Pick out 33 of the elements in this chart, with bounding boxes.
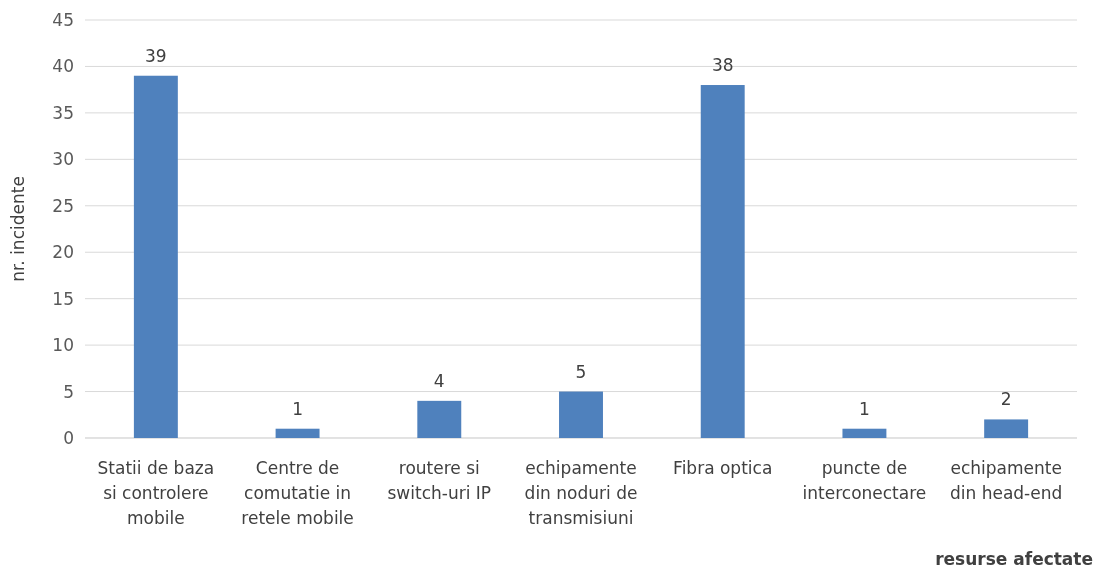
bar bbox=[842, 428, 887, 438]
y-tick-label: 30 bbox=[52, 149, 74, 170]
x-tick-label: Statii de baza si controlere mobile bbox=[97, 458, 215, 528]
y-tick-label: 25 bbox=[52, 195, 74, 216]
bar bbox=[984, 419, 1029, 438]
y-tick-label: 35 bbox=[52, 102, 74, 123]
bar bbox=[559, 391, 603, 438]
data-label: 1 bbox=[859, 398, 870, 419]
x-tick-label: Fibra optica bbox=[673, 458, 773, 478]
y-tick-label: 20 bbox=[52, 242, 74, 263]
x-axis-title: resurse afectate bbox=[935, 549, 1093, 569]
bar bbox=[133, 75, 178, 438]
data-label: 39 bbox=[145, 45, 167, 66]
y-tick-label: 0 bbox=[63, 427, 74, 448]
y-tick-label: 45 bbox=[52, 9, 74, 30]
x-tick-label: Centre de comutatie in retele mobile bbox=[241, 458, 354, 528]
x-tick-label: echipamente din noduri de transmisiuni bbox=[524, 458, 638, 528]
y-tick-label: 15 bbox=[52, 288, 74, 309]
y-tick-label: 5 bbox=[63, 381, 74, 402]
x-tick-label: puncte de interconectare bbox=[802, 458, 927, 503]
y-tick-label: 40 bbox=[52, 56, 74, 77]
data-label: 2 bbox=[1000, 389, 1012, 410]
bar bbox=[417, 400, 462, 438]
x-tick-label: echipamente din head-end bbox=[949, 458, 1063, 503]
bar bbox=[700, 85, 745, 438]
data-label: 4 bbox=[433, 370, 445, 391]
bar bbox=[275, 428, 320, 438]
data-label: 1 bbox=[292, 398, 303, 419]
y-tick-label: 10 bbox=[52, 335, 74, 356]
data-label: 38 bbox=[711, 55, 734, 76]
x-tick-label: routere si switch-uri IP bbox=[387, 458, 492, 503]
data-label: 5 bbox=[575, 361, 587, 382]
y-axis-title: nr. incidente bbox=[8, 176, 28, 282]
